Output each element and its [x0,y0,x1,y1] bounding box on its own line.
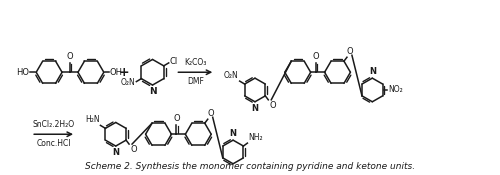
Text: OH: OH [110,68,123,77]
Text: NH₂: NH₂ [248,133,263,142]
Text: O: O [173,114,180,123]
Text: Scheme 2. Synthesis the monomer containing pyridine and ketone units.: Scheme 2. Synthesis the monomer containi… [85,162,415,171]
Text: H₂N: H₂N [85,115,100,124]
Text: O₂N: O₂N [224,71,238,80]
Text: +: + [118,66,129,79]
Text: N: N [112,148,120,157]
Text: K₂CO₃: K₂CO₃ [184,58,206,67]
Text: O: O [66,52,73,61]
Text: N: N [148,87,156,96]
Text: O: O [347,47,354,56]
Text: SnCl₂.2H₂O: SnCl₂.2H₂O [32,120,74,129]
Text: HO: HO [16,68,29,77]
Text: N: N [369,67,376,76]
Text: N: N [230,129,236,138]
Text: O: O [130,145,136,154]
Text: DMF: DMF [187,77,204,86]
Text: O: O [312,52,319,61]
Text: Cl: Cl [170,57,178,66]
Text: N: N [252,104,258,113]
Text: Conc.HCl: Conc.HCl [36,139,71,148]
Text: O: O [270,101,276,110]
Text: O₂N: O₂N [120,78,136,87]
Text: O: O [208,109,214,118]
Text: NO₂: NO₂ [388,85,403,94]
